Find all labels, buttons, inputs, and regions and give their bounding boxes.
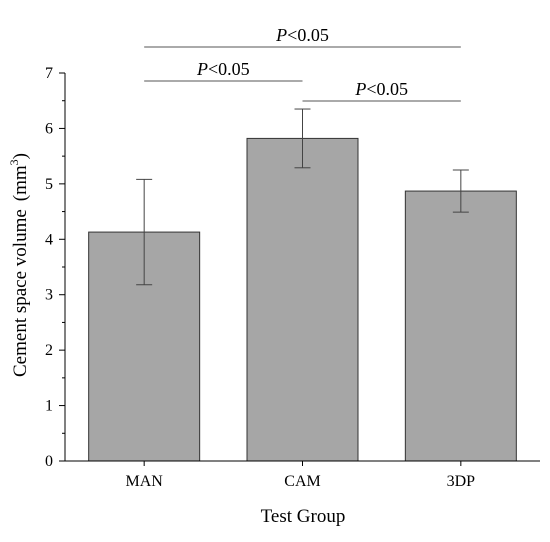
y-axis-unit: (mm	[10, 165, 31, 201]
y-axis-title-text: Cement space volume	[10, 209, 31, 377]
x-tick-label-man: MAN	[125, 473, 163, 490]
p-threshold: <0.05	[366, 79, 408, 99]
y-tick-label: 2	[45, 342, 53, 359]
p-threshold: <0.05	[208, 59, 250, 79]
y-tick-label: 1	[45, 398, 53, 415]
y-tick-label: 6	[45, 120, 53, 137]
p-symbol: P	[275, 25, 287, 45]
y-tick-label: 3	[45, 287, 53, 304]
y-axis-title: Cement space volume (mm3)	[7, 153, 31, 377]
x-axis-title: Test Group	[261, 506, 346, 527]
y-tick-label: 5	[45, 176, 53, 193]
x-tick-label-cam: CAM	[284, 473, 320, 490]
bars	[88, 137, 517, 462]
y-tick-label: 7	[45, 65, 53, 82]
p-symbol: P	[354, 79, 366, 99]
p-threshold: <0.05	[287, 25, 329, 45]
y-tick-label: 0	[45, 453, 53, 470]
y-axis-unit-close: )	[10, 153, 31, 159]
significance-annotations: P<0.05P<0.05P<0.05	[144, 25, 461, 102]
significance-label-3: P<0.05	[354, 79, 408, 99]
error-bars	[136, 108, 469, 286]
significance-label-1: P<0.05	[275, 25, 329, 45]
bar-cam	[246, 137, 359, 462]
p-symbol: P	[196, 59, 208, 79]
y-axis-unit-sup: 3	[7, 159, 21, 165]
significance-label-2: P<0.05	[196, 59, 250, 79]
x-tick-label-3dp: 3DP	[447, 473, 476, 490]
axes: 0 1 2 3 4 5 6 7 MAN CAM 3DP	[45, 65, 540, 490]
bar-3dp	[404, 190, 517, 462]
y-tick-label: 4	[45, 231, 53, 248]
